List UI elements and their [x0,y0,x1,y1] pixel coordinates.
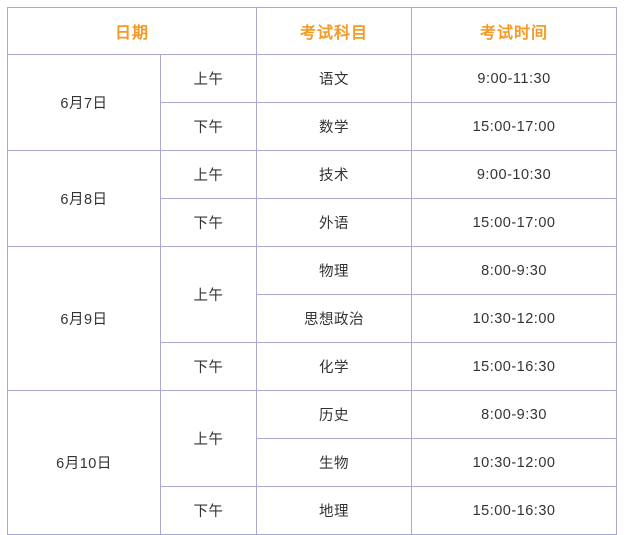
table-row: 6月9日 上午 物理 8:00-9:30 [7,246,618,391]
cell-session: 下午 [159,198,258,247]
column-header-time: 考试时间 [411,7,618,55]
cell-session: 上午 [159,150,258,199]
cell-time: 15:00-17:00 [411,198,618,247]
table-row: 生物 10:30-12:00 [8,438,618,487]
cell-subject: 外语 [256,198,413,247]
cell-session: 上午 [159,54,258,103]
exam-schedule-container: 日期 考试科目 考试时间 6月7日 上午 语文 9:00-11:30 下午 数学 15:00… [6,7,618,535]
column-header-subject: 考试科目 [256,7,413,55]
exam-schedule-table: 日期 考试科目 考试时间 6月7日 上午 语文 9:00-11:30 下午 数学 15:00… [6,7,618,535]
cell-date: 6月8日 [7,150,161,247]
cell-date: 6月9日 [7,246,161,391]
table-row: 下午 外语 15:00-17:00 [8,198,618,247]
table-row: 思想政治 10:30-12:00 [8,294,618,343]
cell-subject: 化学 [256,342,413,391]
cell-session: 上午 [159,390,258,487]
table-row: 6月8日 上午 技术 9:00-10:30 [7,150,618,247]
cell-session: 下午 [159,102,258,151]
table-header: 日期 考试科目 考试时间 [6,7,618,55]
cell-subject: 语文 [256,54,413,103]
table-row: 下午 数学 15:00-17:00 [8,102,618,151]
cell-session: 上午 [159,246,258,343]
cell-subject: 技术 [256,150,413,199]
table-row: 下午 化学 15:00-16:30 [8,342,618,391]
table-header-row: 日期 考试科目 考试时间 [6,7,618,55]
cell-subject: 物理 [256,246,413,295]
cell-time: 10:30-12:00 [411,438,618,487]
cell-subject: 思想政治 [256,294,413,343]
cell-time: 8:00-9:30 [411,390,618,439]
column-header-date: 日期 [6,7,258,55]
cell-date: 6月7日 [7,54,161,151]
cell-date: 6月10日 [7,390,161,535]
table-row: 6月7日 上午 语文 9:00-11:30 [7,54,618,151]
cell-time: 15:00-16:30 [411,486,618,535]
cell-subject: 地理 [256,486,413,535]
cell-time: 10:30-12:00 [411,294,618,343]
cell-time: 8:00-9:30 [411,246,618,295]
table-row: 6月10日 上午 历史 8:00-9:30 [7,390,618,535]
table-body: 6月7日 上午 语文 9:00-11:30 下午 数学 15:00-17:00 6月8日 上午技… [7,54,618,535]
cell-subject: 生物 [256,438,413,487]
cell-time: 9:00-11:30 [411,54,618,103]
cell-time: 9:00-10:30 [411,150,618,199]
cell-session: 下午 [159,342,258,391]
cell-time: 15:00-16:30 [411,342,618,391]
cell-time: 15:00-17:00 [411,102,618,151]
cell-subject: 历史 [256,390,413,439]
cell-subject: 数学 [256,102,413,151]
cell-session: 下午 [159,486,258,535]
